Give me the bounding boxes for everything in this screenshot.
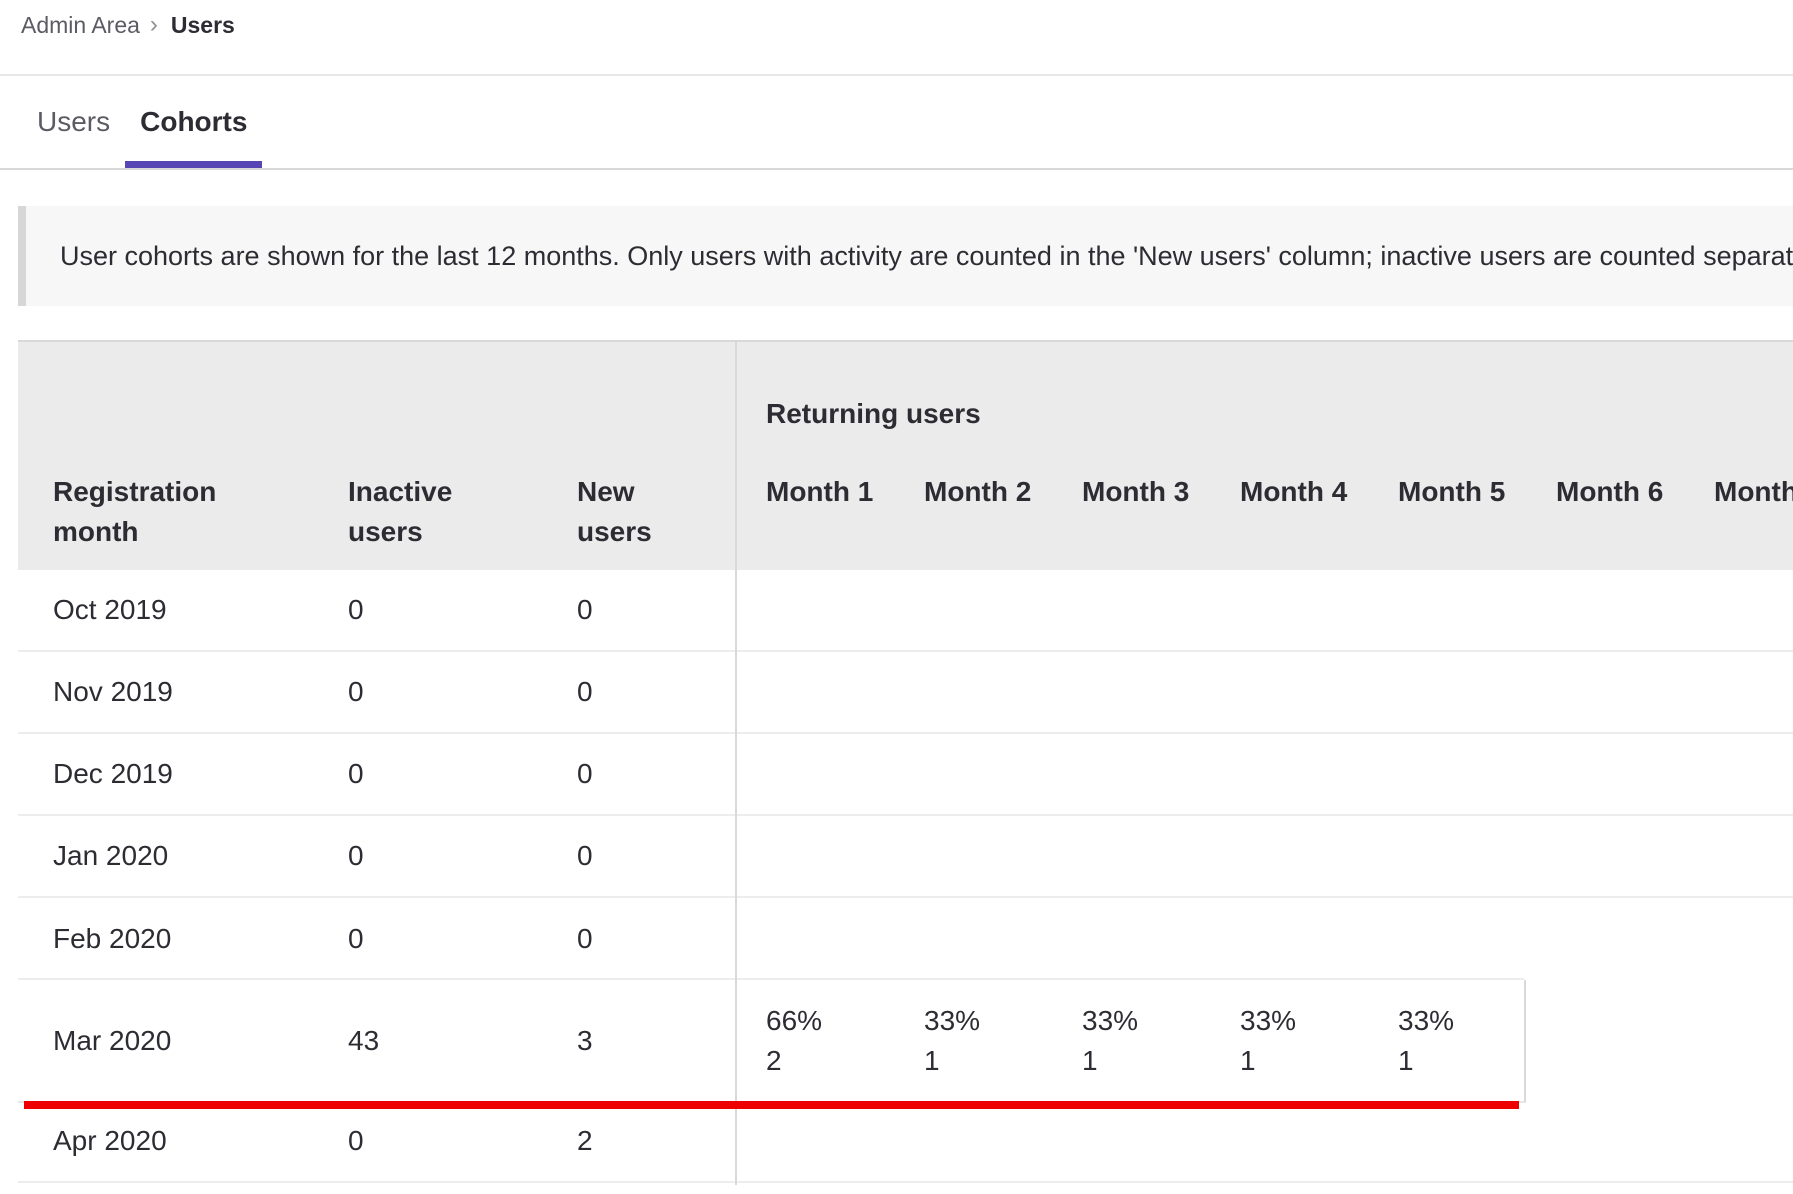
month-count: 1 xyxy=(1398,1044,1414,1076)
returning-users-cells: 66% 2 33% 1 33% 1 33% 1 33% 1 xyxy=(735,1001,1525,1081)
chevron-right-icon: › xyxy=(149,11,158,38)
month-percent: 33% xyxy=(924,1004,981,1036)
tab-users-label: Users xyxy=(37,106,111,137)
cohorts-table: Registration month Inactive users New us… xyxy=(18,340,1793,1185)
column-header-inactive-users: Inactive users xyxy=(348,476,453,547)
cell-month-5: 33% 1 xyxy=(1367,1001,1525,1081)
table-row-jan-2020: Jan 2020 0 0 xyxy=(18,816,1793,898)
cell-inactive-users: 0 xyxy=(348,758,364,789)
breadcrumb: Admin Area › Users xyxy=(0,0,1793,76)
column-header-month-1: Month 1 xyxy=(766,476,874,507)
column-header-month-3: Month 3 xyxy=(1082,476,1190,507)
table-row-oct-2019: Oct 2019 0 0 xyxy=(18,570,1793,652)
cell-registration-month: Oct 2019 xyxy=(53,594,167,625)
cell-registration-month: Mar 2020 xyxy=(53,1024,172,1056)
column-header-new-users: New users xyxy=(577,476,652,547)
table-row-dec-2019: Dec 2019 0 0 xyxy=(18,734,1793,816)
column-header-registration-month: Registration month xyxy=(53,476,217,547)
month-count: 1 xyxy=(1082,1044,1098,1076)
column-header-month-5: Month 5 xyxy=(1398,476,1506,507)
cell-new-users: 0 xyxy=(577,758,593,789)
cell-new-users: 0 xyxy=(577,840,593,871)
cell-inactive-users: 0 xyxy=(348,1125,364,1156)
tab-cohorts-label: Cohorts xyxy=(140,106,248,137)
active-tab-indicator xyxy=(125,161,263,168)
cell-inactive-users: 0 xyxy=(348,923,364,954)
info-banner-text: User cohorts are shown for the last 12 m… xyxy=(60,240,1793,271)
column-header-month-4: Month 4 xyxy=(1240,476,1348,507)
cell-registration-month: Nov 2019 xyxy=(53,676,173,707)
table-row-nov-2019: Nov 2019 0 0 xyxy=(18,652,1793,734)
red-annotation-line xyxy=(24,1101,1519,1109)
cell-month-2: 33% 1 xyxy=(893,1001,1051,1081)
cell-month-3: 33% 1 xyxy=(1051,1001,1209,1081)
cell-new-users: 0 xyxy=(577,923,593,954)
column-header-month-2: Month 2 xyxy=(924,476,1032,507)
month-percent: 33% xyxy=(1082,1004,1139,1036)
returning-users-column-divider xyxy=(735,342,737,1185)
cell-month-4: 33% 1 xyxy=(1209,1001,1367,1081)
breadcrumb-link-admin-area[interactable]: Admin Area xyxy=(21,12,140,38)
tab-cohorts[interactable]: Cohorts xyxy=(125,76,263,168)
breadcrumb-current-users[interactable]: Users xyxy=(170,12,235,38)
table-header: Registration month Inactive users New us… xyxy=(18,342,1793,570)
cell-registration-month: Feb 2020 xyxy=(53,923,172,954)
cell-inactive-users: 43 xyxy=(348,1024,380,1056)
month-count: 1 xyxy=(924,1044,940,1076)
cell-new-users: 3 xyxy=(577,1024,593,1056)
table-row-mar-2020: Mar 2020 43 3 66% 2 33% 1 33% 1 33% 1 33… xyxy=(18,980,1793,1103)
cell-registration-month: Jan 2020 xyxy=(53,840,169,871)
table-row-feb-2020: Feb 2020 0 0 xyxy=(18,898,1793,980)
table-row-apr-2020: Apr 2020 0 2 xyxy=(18,1101,1793,1183)
column-header-month-7: Month 7 xyxy=(1714,476,1793,507)
month-count: 1 xyxy=(1240,1044,1256,1076)
cell-inactive-users: 0 xyxy=(348,676,364,707)
tab-users[interactable]: Users xyxy=(22,76,125,168)
tab-bar: Users Cohorts xyxy=(0,76,1793,170)
month-column-headers: Month 1 Month 2 Month 3 Month 4 Month 5 … xyxy=(735,472,1793,512)
month-count: 2 xyxy=(766,1044,782,1076)
cell-registration-month: Apr 2020 xyxy=(53,1125,167,1156)
cell-registration-month: Dec 2019 xyxy=(53,758,173,789)
cell-inactive-users: 0 xyxy=(348,594,364,625)
month-percent: 33% xyxy=(1240,1004,1297,1036)
info-banner: User cohorts are shown for the last 12 m… xyxy=(18,206,1793,306)
column-header-month-6: Month 6 xyxy=(1556,476,1664,507)
month-percent: 33% xyxy=(1398,1004,1455,1036)
month-percent: 66% xyxy=(766,1004,823,1036)
cell-new-users: 0 xyxy=(577,594,593,625)
cell-inactive-users: 0 xyxy=(348,840,364,871)
cell-month-1: 66% 2 xyxy=(735,1001,893,1081)
returning-users-group-header: Returning users xyxy=(766,398,981,429)
cell-new-users: 2 xyxy=(577,1125,593,1156)
cell-new-users: 0 xyxy=(577,676,593,707)
